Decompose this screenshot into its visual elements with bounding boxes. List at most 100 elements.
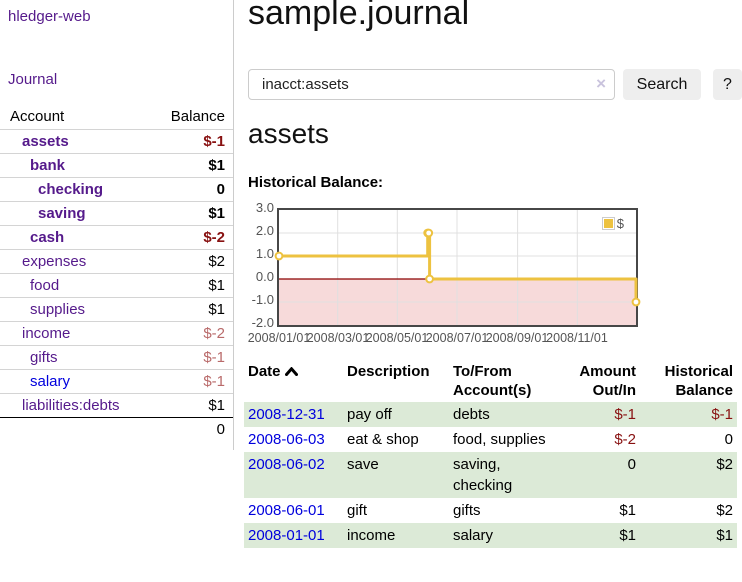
account-row-food: food $1 xyxy=(0,273,233,298)
account-link-assets[interactable]: assets xyxy=(22,133,69,150)
account-link-saving[interactable]: saving xyxy=(38,205,86,222)
register-row: 2008-12-31 pay off debts $-1 $-1 xyxy=(244,402,737,427)
transaction-accounts: salary xyxy=(453,527,494,544)
account-link-checking[interactable]: checking xyxy=(38,181,104,198)
account-balance: $1 xyxy=(145,201,233,226)
accounts-total-row: 0 xyxy=(0,417,233,441)
data-points xyxy=(274,228,641,307)
account-link-bank[interactable]: bank xyxy=(30,157,66,174)
sidebar-item-journal[interactable]: Journal xyxy=(8,71,58,88)
transaction-date-link[interactable]: 2008-06-03 xyxy=(248,431,325,448)
account-balance: $-2 xyxy=(145,225,233,250)
account-balance: $-1 xyxy=(145,369,233,394)
transaction-balance: $1 xyxy=(716,527,733,544)
transaction-description: save xyxy=(347,456,379,473)
sidebar: hledger-web Journal Account Balance asse… xyxy=(0,0,234,450)
plot-canvas xyxy=(274,210,641,325)
register-header-row: Date Description To/From Account(s) Amou… xyxy=(244,360,737,402)
transaction-balance: $-1 xyxy=(711,406,733,423)
account-row-salary: salary $-1 xyxy=(0,369,233,394)
account-link-salary[interactable]: salary xyxy=(30,373,71,390)
transaction-accounts: saving, checking xyxy=(453,456,513,494)
register-col-description: Description xyxy=(347,363,430,380)
register-row: 2008-06-03 eat & shop food, supplies $-2… xyxy=(244,427,737,452)
account-balance: $1 xyxy=(145,297,233,322)
y-tick: 0.0 xyxy=(255,269,274,284)
plot-frame: $ xyxy=(274,208,641,327)
account-row-saving: saving $1 xyxy=(0,201,233,226)
transaction-amount: $-1 xyxy=(614,406,636,423)
account-link-gifts[interactable]: gifts xyxy=(30,349,58,366)
chart-title: Historical Balance: xyxy=(248,174,384,191)
account-balance: $1 xyxy=(145,393,233,418)
account-heading: assets xyxy=(248,118,329,149)
transaction-amount: $1 xyxy=(619,502,636,519)
account-row-expenses: expenses $2 xyxy=(0,249,233,274)
register-row: 2008-01-01 income salary $1 $1 xyxy=(244,523,737,548)
transaction-description: gift xyxy=(347,502,368,519)
transaction-date-link[interactable]: 2008-06-02 xyxy=(248,456,325,473)
account-row-assets: assets $-1 xyxy=(0,129,233,154)
page-title: sample.journal xyxy=(248,0,470,32)
transaction-amount: $1 xyxy=(619,527,636,544)
chart-legend: $ xyxy=(601,216,624,231)
account-row-checking: checking 0 xyxy=(0,177,233,202)
search-button[interactable]: Search xyxy=(623,69,701,100)
account-link-cash[interactable]: cash xyxy=(30,229,65,246)
account-link-liabilities-debts[interactable]: liabilities:debts xyxy=(22,397,120,414)
accounts-header-row: Account Balance xyxy=(0,104,233,130)
transaction-date-link[interactable]: 2008-01-01 xyxy=(248,527,325,544)
transaction-date-link[interactable]: 2008-12-31 xyxy=(248,406,325,423)
transaction-description: eat & shop xyxy=(347,431,419,448)
clear-search-icon[interactable]: × xyxy=(596,74,606,93)
account-link-supplies[interactable]: supplies xyxy=(30,301,86,318)
register-col-date[interactable]: Date xyxy=(244,360,343,402)
transaction-balance: $2 xyxy=(716,456,733,473)
account-balance: $1 xyxy=(145,153,233,178)
sort-ascending-icon xyxy=(284,362,298,381)
y-tick: 2.0 xyxy=(255,223,274,238)
legend-color-swatch xyxy=(601,217,615,230)
transaction-date-link[interactable]: 2008-06-01 xyxy=(248,502,325,519)
search-box: × xyxy=(248,69,615,100)
search-input[interactable] xyxy=(248,69,615,100)
transaction-accounts: gifts xyxy=(453,502,481,519)
account-link-expenses[interactable]: expenses xyxy=(22,253,87,270)
transaction-accounts: debts xyxy=(453,406,490,423)
transaction-amount: 0 xyxy=(627,456,636,473)
help-button[interactable]: ? xyxy=(713,69,742,100)
account-balance: $-1 xyxy=(145,129,233,154)
x-tick: 2008/03/01 xyxy=(306,331,370,345)
transaction-balance: $2 xyxy=(716,502,733,519)
y-tick: 3.0 xyxy=(255,200,274,215)
transaction-description: pay off xyxy=(347,406,392,423)
account-link-food[interactable]: food xyxy=(30,277,60,294)
register-table: Date Description To/From Account(s) Amou… xyxy=(244,360,737,548)
accounts-col-balance: Balance xyxy=(170,108,225,125)
register-col-date-label: Date xyxy=(248,363,281,380)
account-row-liabilities-debts: liabilities:debts $1 xyxy=(0,393,233,418)
account-link-income[interactable]: income xyxy=(22,325,71,342)
register-row: 2008-06-01 gift gifts $1 $2 xyxy=(244,498,737,523)
x-tick: 2008/05/01 xyxy=(365,331,429,345)
account-balance: $-2 xyxy=(145,321,233,346)
transaction-balance: 0 xyxy=(724,431,733,448)
y-tick: -2.0 xyxy=(251,315,274,330)
x-tick: 2008/11/01 xyxy=(546,331,608,345)
account-balance: $2 xyxy=(145,249,233,274)
x-tick: 2008/01/01 xyxy=(247,331,311,345)
register-row: 2008-06-02 save saving, checking 0 $2 xyxy=(244,452,737,498)
account-row-cash: cash $-2 xyxy=(0,225,233,250)
search-form: × Search ? xyxy=(248,69,742,100)
account-row-supplies: supplies $1 xyxy=(0,297,233,322)
transaction-description: income xyxy=(347,527,396,544)
account-row-bank: bank $1 xyxy=(0,153,233,178)
transaction-accounts: food, supplies xyxy=(453,431,546,448)
accounts-table: Account Balance assets $-1 bank $1 check… xyxy=(0,104,233,441)
account-row-gifts: gifts $-1 xyxy=(0,345,233,370)
register-col-accounts: To/From Account(s) xyxy=(453,363,532,399)
app-title-link[interactable]: hledger-web xyxy=(8,8,91,25)
account-row-income: income $-2 xyxy=(0,321,233,346)
x-tick: 2008/07/01 xyxy=(425,331,489,345)
